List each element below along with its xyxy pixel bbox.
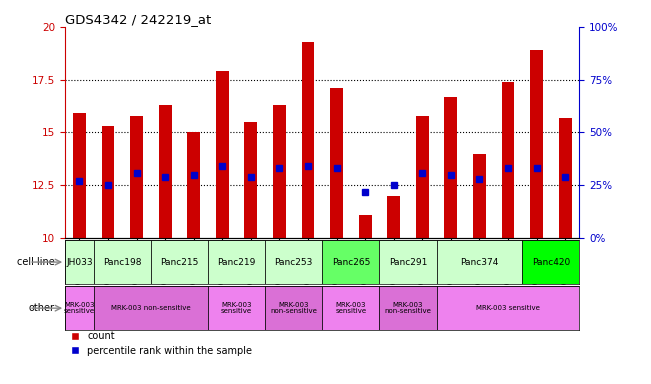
Bar [94, 240, 151, 284]
Text: Panc219: Panc219 [217, 258, 256, 266]
Bar [387, 196, 400, 238]
Text: Panc198: Panc198 [103, 258, 141, 266]
Text: MRK-003 non-sensitive: MRK-003 non-sensitive [111, 305, 191, 311]
Bar [380, 240, 437, 284]
Bar [102, 126, 115, 238]
Legend: count, percentile rank within the sample: count, percentile rank within the sample [70, 331, 253, 356]
Text: MRK-003
non-sensitive: MRK-003 non-sensitive [385, 302, 432, 314]
Text: MRK-003
sensitive: MRK-003 sensitive [64, 302, 95, 314]
Bar [501, 82, 514, 238]
Bar [522, 240, 579, 284]
Text: Panc374: Panc374 [460, 258, 499, 266]
Text: MRK-003 sensitive: MRK-003 sensitive [476, 305, 540, 311]
Bar [244, 122, 257, 238]
Text: Panc420: Panc420 [532, 258, 570, 266]
Bar [159, 105, 171, 238]
Bar [380, 286, 437, 330]
Text: Panc253: Panc253 [275, 258, 313, 266]
Text: JH033: JH033 [66, 258, 92, 266]
Text: Panc215: Panc215 [160, 258, 199, 266]
Text: cell line: cell line [17, 257, 55, 267]
Bar [330, 88, 343, 238]
Bar [265, 240, 322, 284]
Bar [437, 240, 522, 284]
Text: MRK-003
sensitive: MRK-003 sensitive [335, 302, 367, 314]
Bar [322, 286, 380, 330]
Bar [301, 41, 314, 238]
Bar [416, 116, 428, 238]
Bar [208, 240, 265, 284]
Bar [65, 286, 94, 330]
Bar [94, 286, 208, 330]
Bar [73, 113, 86, 238]
Bar [359, 215, 372, 238]
Bar [559, 118, 572, 238]
Text: MRK-003
sensitive: MRK-003 sensitive [221, 302, 252, 314]
Bar [437, 286, 579, 330]
Text: other: other [29, 303, 55, 313]
Bar [130, 116, 143, 238]
Text: MRK-003
non-sensitive: MRK-003 non-sensitive [270, 302, 317, 314]
Bar [151, 240, 208, 284]
Bar [322, 240, 380, 284]
Bar [273, 105, 286, 238]
Bar [445, 96, 457, 238]
Bar [65, 240, 94, 284]
Text: Panc291: Panc291 [389, 258, 427, 266]
Bar [473, 154, 486, 238]
Text: GDS4342 / 242219_at: GDS4342 / 242219_at [65, 13, 212, 26]
Text: Panc265: Panc265 [331, 258, 370, 266]
Bar [208, 286, 265, 330]
Bar [187, 132, 200, 238]
Bar [530, 50, 543, 238]
Bar [265, 286, 322, 330]
Bar [216, 71, 229, 238]
